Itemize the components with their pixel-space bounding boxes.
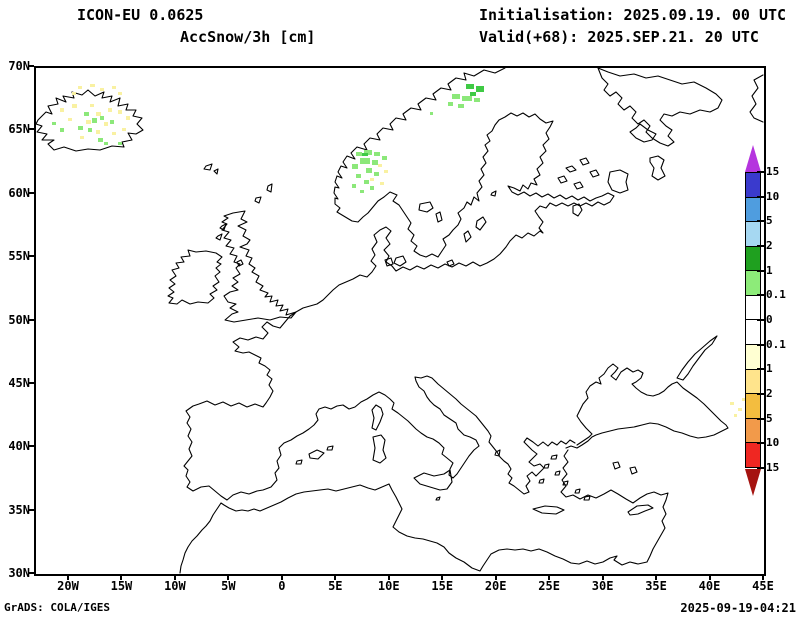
colorbar-label: 2 (766, 239, 773, 252)
colorbar-label: 15 (766, 165, 780, 178)
lon-axis-label: 10W (164, 579, 186, 593)
lat-axis-tick (28, 572, 34, 574)
lon-axis-label: 40E (698, 579, 721, 593)
colorbar-label: 5 (766, 411, 773, 425)
colorbar-arrow-top (745, 145, 761, 172)
lon-axis-label: 20E (484, 579, 507, 593)
lat-axis-tick (28, 381, 34, 384)
lon-axis-label: 5W (221, 579, 236, 593)
lon-axis-tick (334, 574, 337, 580)
lat-axis-label: 40N (8, 439, 30, 454)
colorbar-tick (757, 467, 765, 469)
lat-axis-tick (28, 191, 34, 194)
lon-axis-label: 15E (431, 579, 454, 593)
colorbar-segment (746, 443, 760, 467)
lon-axis-tick (655, 574, 658, 580)
colorbar-segment (746, 369, 760, 395)
field-title: AccSnow/3h [cm] (180, 28, 316, 46)
colorbar-segment (746, 271, 760, 296)
lon-axis-tick (601, 574, 604, 580)
colorbar-label: 15 (766, 461, 780, 474)
lat-axis-tick (28, 318, 34, 321)
colorbar-segment (746, 197, 760, 223)
lon-axis-tick (761, 574, 764, 580)
colorbar-label: 0 (766, 313, 773, 326)
colorbar-tick (757, 245, 765, 247)
colorbar-label: 5 (766, 214, 773, 228)
lon-axis-label: 35E (645, 579, 667, 593)
lat-axis-label: 70N (8, 59, 30, 73)
colorbar-label: 10 (766, 189, 780, 203)
creation-timestamp: 2025-09-19-04:21 (680, 601, 796, 615)
lat-axis-label: 45N (8, 375, 30, 390)
colorbar-segment (746, 345, 760, 370)
colorbar-tick (757, 269, 765, 272)
lon-axis-tick (387, 574, 390, 580)
colorbar-label: 0.1 (766, 288, 786, 302)
valid-time-label: Valid(+68): 2025.SEP.21. 20 UTC (479, 28, 759, 46)
colorbar-segment (746, 173, 760, 198)
lat-axis-tick (28, 255, 34, 258)
colorbar-tick (757, 294, 765, 297)
colorbar-segment (746, 246, 760, 272)
lon-axis-tick (227, 574, 230, 580)
colorbar-arrow-bottom (745, 469, 761, 496)
lon-axis-tick (120, 574, 123, 580)
lon-axis-tick (280, 574, 283, 580)
colorbar-segment (746, 320, 760, 346)
colorbar-tick (757, 442, 765, 445)
colorbar-tick (757, 195, 765, 198)
grads-credit: GrADS: COLA/IGES (4, 601, 110, 614)
colorbar-tick (757, 319, 765, 321)
lon-axis-label: 20W (57, 579, 79, 593)
colorbar-tick (757, 417, 765, 420)
colorbar-tick (757, 393, 765, 395)
lon-axis-tick (708, 574, 711, 580)
colorbar-label: 1 (766, 362, 773, 376)
lat-axis-label: 55N (8, 249, 30, 264)
lat-axis-label: 65N (8, 122, 30, 137)
colorbar-tick (757, 343, 765, 346)
lon-axis-label: 10E (377, 579, 400, 593)
lat-axis-label: 30N (8, 566, 30, 580)
lon-axis-label: 30E (591, 579, 614, 593)
colorbar-segment (746, 222, 760, 247)
lat-axis-tick (28, 508, 34, 511)
lon-axis-label: 0 (278, 579, 286, 593)
colorbar-tick (757, 220, 765, 223)
lat-axis-tick (28, 445, 34, 448)
colorbar-segment (746, 394, 760, 419)
lat-axis-tick (28, 65, 34, 67)
colorbar-label: 10 (766, 436, 780, 450)
lat-axis-label: 35N (8, 502, 30, 517)
colorbar-segment (746, 295, 760, 321)
colorbar-label: 1 (766, 263, 773, 277)
lon-axis-tick (441, 574, 444, 580)
lon-axis-tick (548, 574, 551, 580)
lon-axis-label: 25E (538, 579, 560, 593)
lon-axis-tick (67, 574, 69, 580)
colorbar-label: 2 (766, 387, 773, 400)
colorbar-tick (757, 368, 765, 371)
lat-axis-tick (28, 128, 34, 131)
lon-axis-tick (494, 574, 497, 580)
colorbar-segment (746, 418, 760, 444)
colorbar-label: 0.1 (766, 337, 786, 351)
lon-axis-label: 15W (110, 579, 133, 593)
lon-axis-label: 45E (752, 579, 774, 593)
map-frame (34, 66, 766, 576)
lon-axis-label: 5E (328, 579, 343, 593)
lat-axis-label: 60N (8, 185, 30, 200)
colorbar-tick (757, 171, 765, 173)
lat-axis-label: 50N (8, 312, 30, 327)
model-title: ICON-EU 0.0625 (77, 6, 204, 24)
lon-axis-tick (173, 574, 176, 580)
init-time-label: Initialisation: 2025.09.19. 00 UTC (479, 6, 787, 24)
